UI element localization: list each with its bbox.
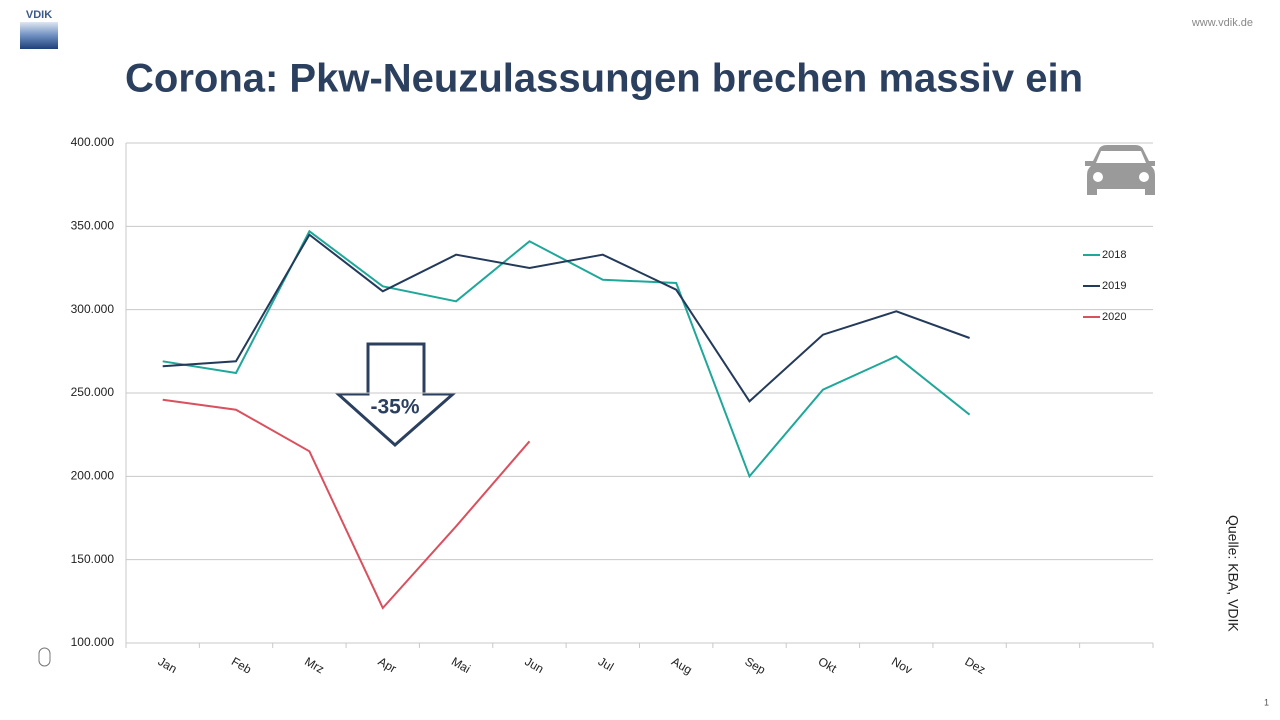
plot: 100.000 150.000 200.000 250.000 300.000 350.0… [71,135,1154,677]
x-tick-label: Jan [156,654,180,676]
y-tick-label: 350.000 [71,219,115,233]
x-tick-label: Feb [229,654,254,677]
logo: VDIK [26,9,52,21]
x-tick-label: Mrz [302,654,326,676]
x-tick-label: Nov [889,654,914,677]
logo-image [20,22,58,49]
x-tick-label: Dez [963,654,988,677]
arrow [334,342,457,448]
x-tick-label: Jun [522,654,546,676]
x-tick-label: Apr [376,654,399,675]
legend-label: 2020 [1102,311,1126,323]
annotation: -35% [370,396,419,419]
source: Quelle: KBA, VDIK [1225,515,1241,632]
page-number: 1 [1264,697,1269,707]
car-icon [1085,145,1155,195]
y-tick-label: 250.000 [71,385,115,399]
legend-label: 2018 [1102,249,1126,261]
x-tick-label: Jul [596,654,616,674]
y-tick-label: 200.000 [71,469,115,483]
chart-title: Corona: Pkw-Neuzulassungen brechen massi… [125,57,1083,101]
series-line [162,398,531,610]
x-tick-label: Sep [742,654,768,677]
y-tick-label: 150.000 [71,552,115,566]
y-tick-label: 100.000 [71,635,115,649]
x-tick-label: Okt [816,654,840,676]
mouse-icon [38,647,51,667]
series-line [162,233,970,403]
url: www.vdik.de [1191,17,1253,29]
y-tick-label: 400.000 [71,135,115,149]
legend-label: 2019 [1102,280,1126,292]
series-line [162,229,971,479]
x-tick-label: Aug [669,654,694,677]
x-tick-label: Mai [449,654,473,676]
y-tick-label: 300.000 [71,302,115,316]
